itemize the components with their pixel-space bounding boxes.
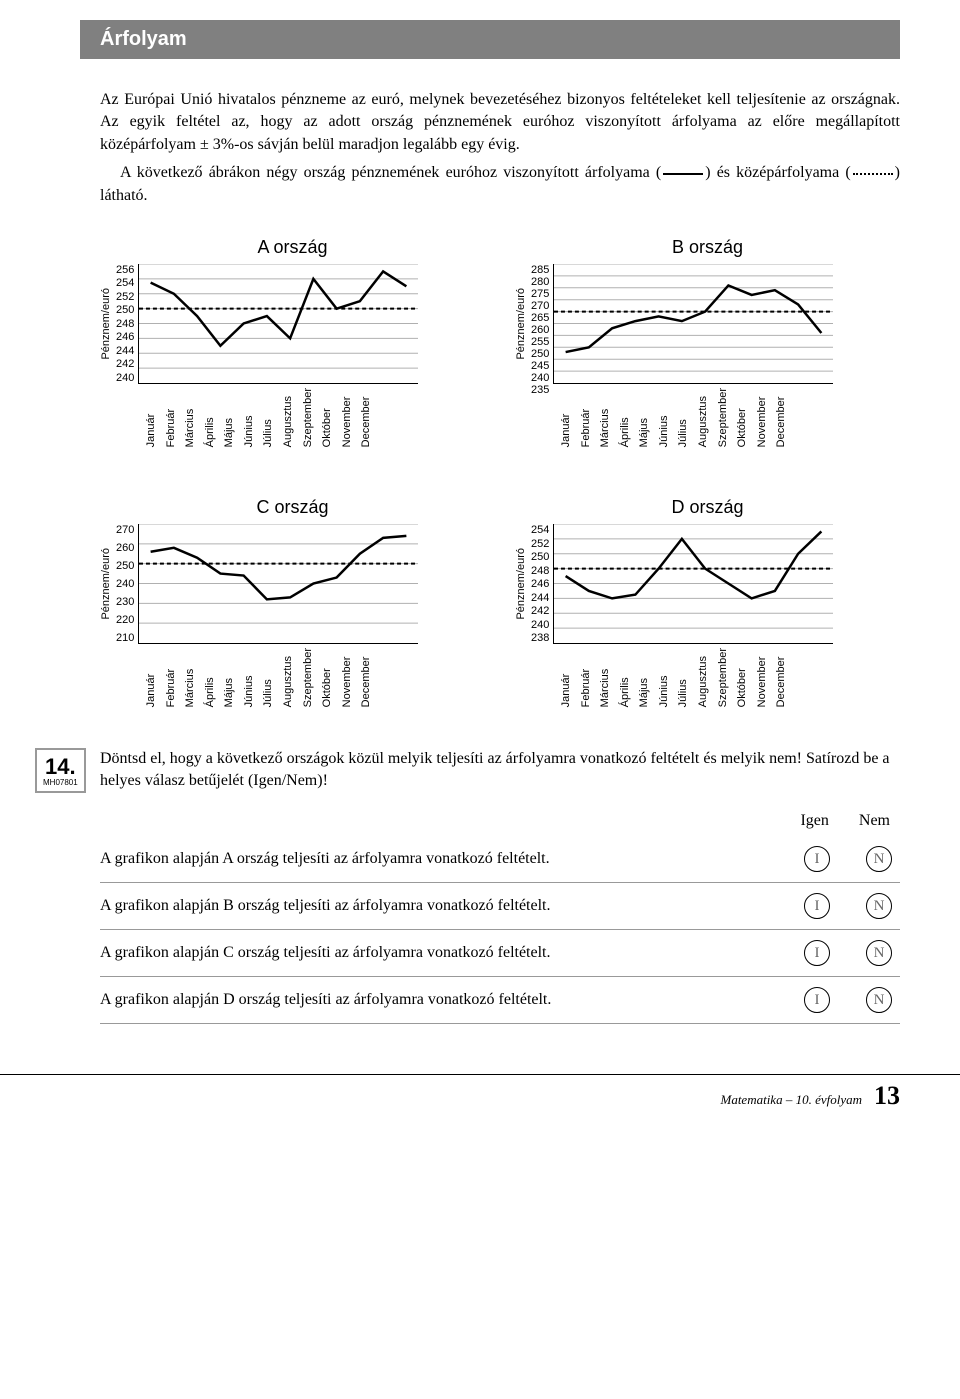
legend-dashed-icon <box>853 173 893 175</box>
chart-b: B ország Pénznem/euró 28528027527026526025… <box>515 237 900 447</box>
answer-yes-circle[interactable]: I <box>804 893 830 919</box>
col-yes: Igen <box>800 812 828 830</box>
question-number: 14. <box>43 754 78 780</box>
chart-title: D ország <box>515 497 900 518</box>
y-axis-label: Pénznem/euró <box>515 288 527 360</box>
answer-text: A grafikon alapján B ország teljesíti az… <box>100 895 784 917</box>
answer-text: A grafikon alapján D ország teljesíti az… <box>100 989 784 1011</box>
intro-p1: Az Európai Unió hivatalos pénzneme az eu… <box>100 89 900 156</box>
answer-row: A grafikon alapján B ország teljesíti az… <box>100 883 900 930</box>
y-axis-ticks: 256254252250248246244242240 <box>116 264 138 384</box>
y-axis-label: Pénznem/euró <box>100 288 112 360</box>
x-axis-ticks: JanuárFebruárMárciusÁprilisMájusJúniusJú… <box>100 648 380 707</box>
legend-solid-icon <box>663 173 703 175</box>
x-axis-ticks: JanuárFebruárMárciusÁprilisMájusJúniusJú… <box>100 388 380 447</box>
answer-row: A grafikon alapján D ország teljesíti az… <box>100 977 900 1024</box>
answer-text: A grafikon alapján A ország teljesíti az… <box>100 848 784 870</box>
footer-text: Matematika – 10. évfolyam <box>720 1092 862 1108</box>
page-number: 13 <box>874 1081 900 1111</box>
chart-plot <box>553 524 833 644</box>
page-header: Árfolyam <box>80 20 900 59</box>
col-no: Nem <box>859 812 890 830</box>
y-axis-label: Pénznem/euró <box>100 548 112 620</box>
y-axis-ticks: 254252250248246244242240238 <box>531 524 553 644</box>
chart-c: C ország Pénznem/euró 27026025024023022021… <box>100 497 485 707</box>
question-code: MH07801 <box>43 778 78 787</box>
answer-row: A grafikon alapján A ország teljesíti az… <box>100 836 900 883</box>
chart-plot <box>138 524 418 644</box>
chart-title: B ország <box>515 237 900 258</box>
intro-text: Az Európai Unió hivatalos pénzneme az eu… <box>100 89 900 207</box>
answer-no-circle[interactable]: N <box>866 940 892 966</box>
x-axis-ticks: JanuárFebruárMárciusÁprilisMájusJúniusJú… <box>515 648 795 707</box>
answer-header: Igen Nem <box>100 812 900 830</box>
answer-no-circle[interactable]: N <box>866 846 892 872</box>
answer-yes-circle[interactable]: I <box>804 940 830 966</box>
answer-no-circle[interactable]: N <box>866 893 892 919</box>
answer-text: A grafikon alapján C ország teljesíti az… <box>100 942 784 964</box>
chart-title: C ország <box>100 497 485 518</box>
chart-d: D ország Pénznem/euró 25425225024824624424… <box>515 497 900 707</box>
intro-p2: A következő ábrákon négy ország pénznemé… <box>100 162 900 207</box>
y-axis-label: Pénznem/euró <box>515 548 527 620</box>
charts-grid: A ország Pénznem/euró 25625425225024824624… <box>100 237 900 708</box>
answer-yes-circle[interactable]: I <box>804 987 830 1013</box>
answer-row: A grafikon alapján C ország teljesíti az… <box>100 930 900 977</box>
chart-plot <box>138 264 418 384</box>
x-axis-ticks: JanuárFebruárMárciusÁprilisMájusJúniusJú… <box>515 388 795 447</box>
chart-title: A ország <box>100 237 485 258</box>
y-axis-ticks: 270260250240230220210 <box>116 524 138 644</box>
question-marker: 14. MH07801 <box>35 748 86 793</box>
answer-no-circle[interactable]: N <box>866 987 892 1013</box>
chart-a: A ország Pénznem/euró 25625425225024824624… <box>100 237 485 447</box>
answer-rows: A grafikon alapján A ország teljesíti az… <box>100 836 900 1024</box>
page-footer: Matematika – 10. évfolyam 13 <box>0 1074 960 1111</box>
chart-plot <box>553 264 833 384</box>
answer-yes-circle[interactable]: I <box>804 846 830 872</box>
y-axis-ticks: 285280275270265260255250245240235 <box>531 264 553 384</box>
question-text: Döntsd el, hogy a következő országok köz… <box>100 748 900 793</box>
